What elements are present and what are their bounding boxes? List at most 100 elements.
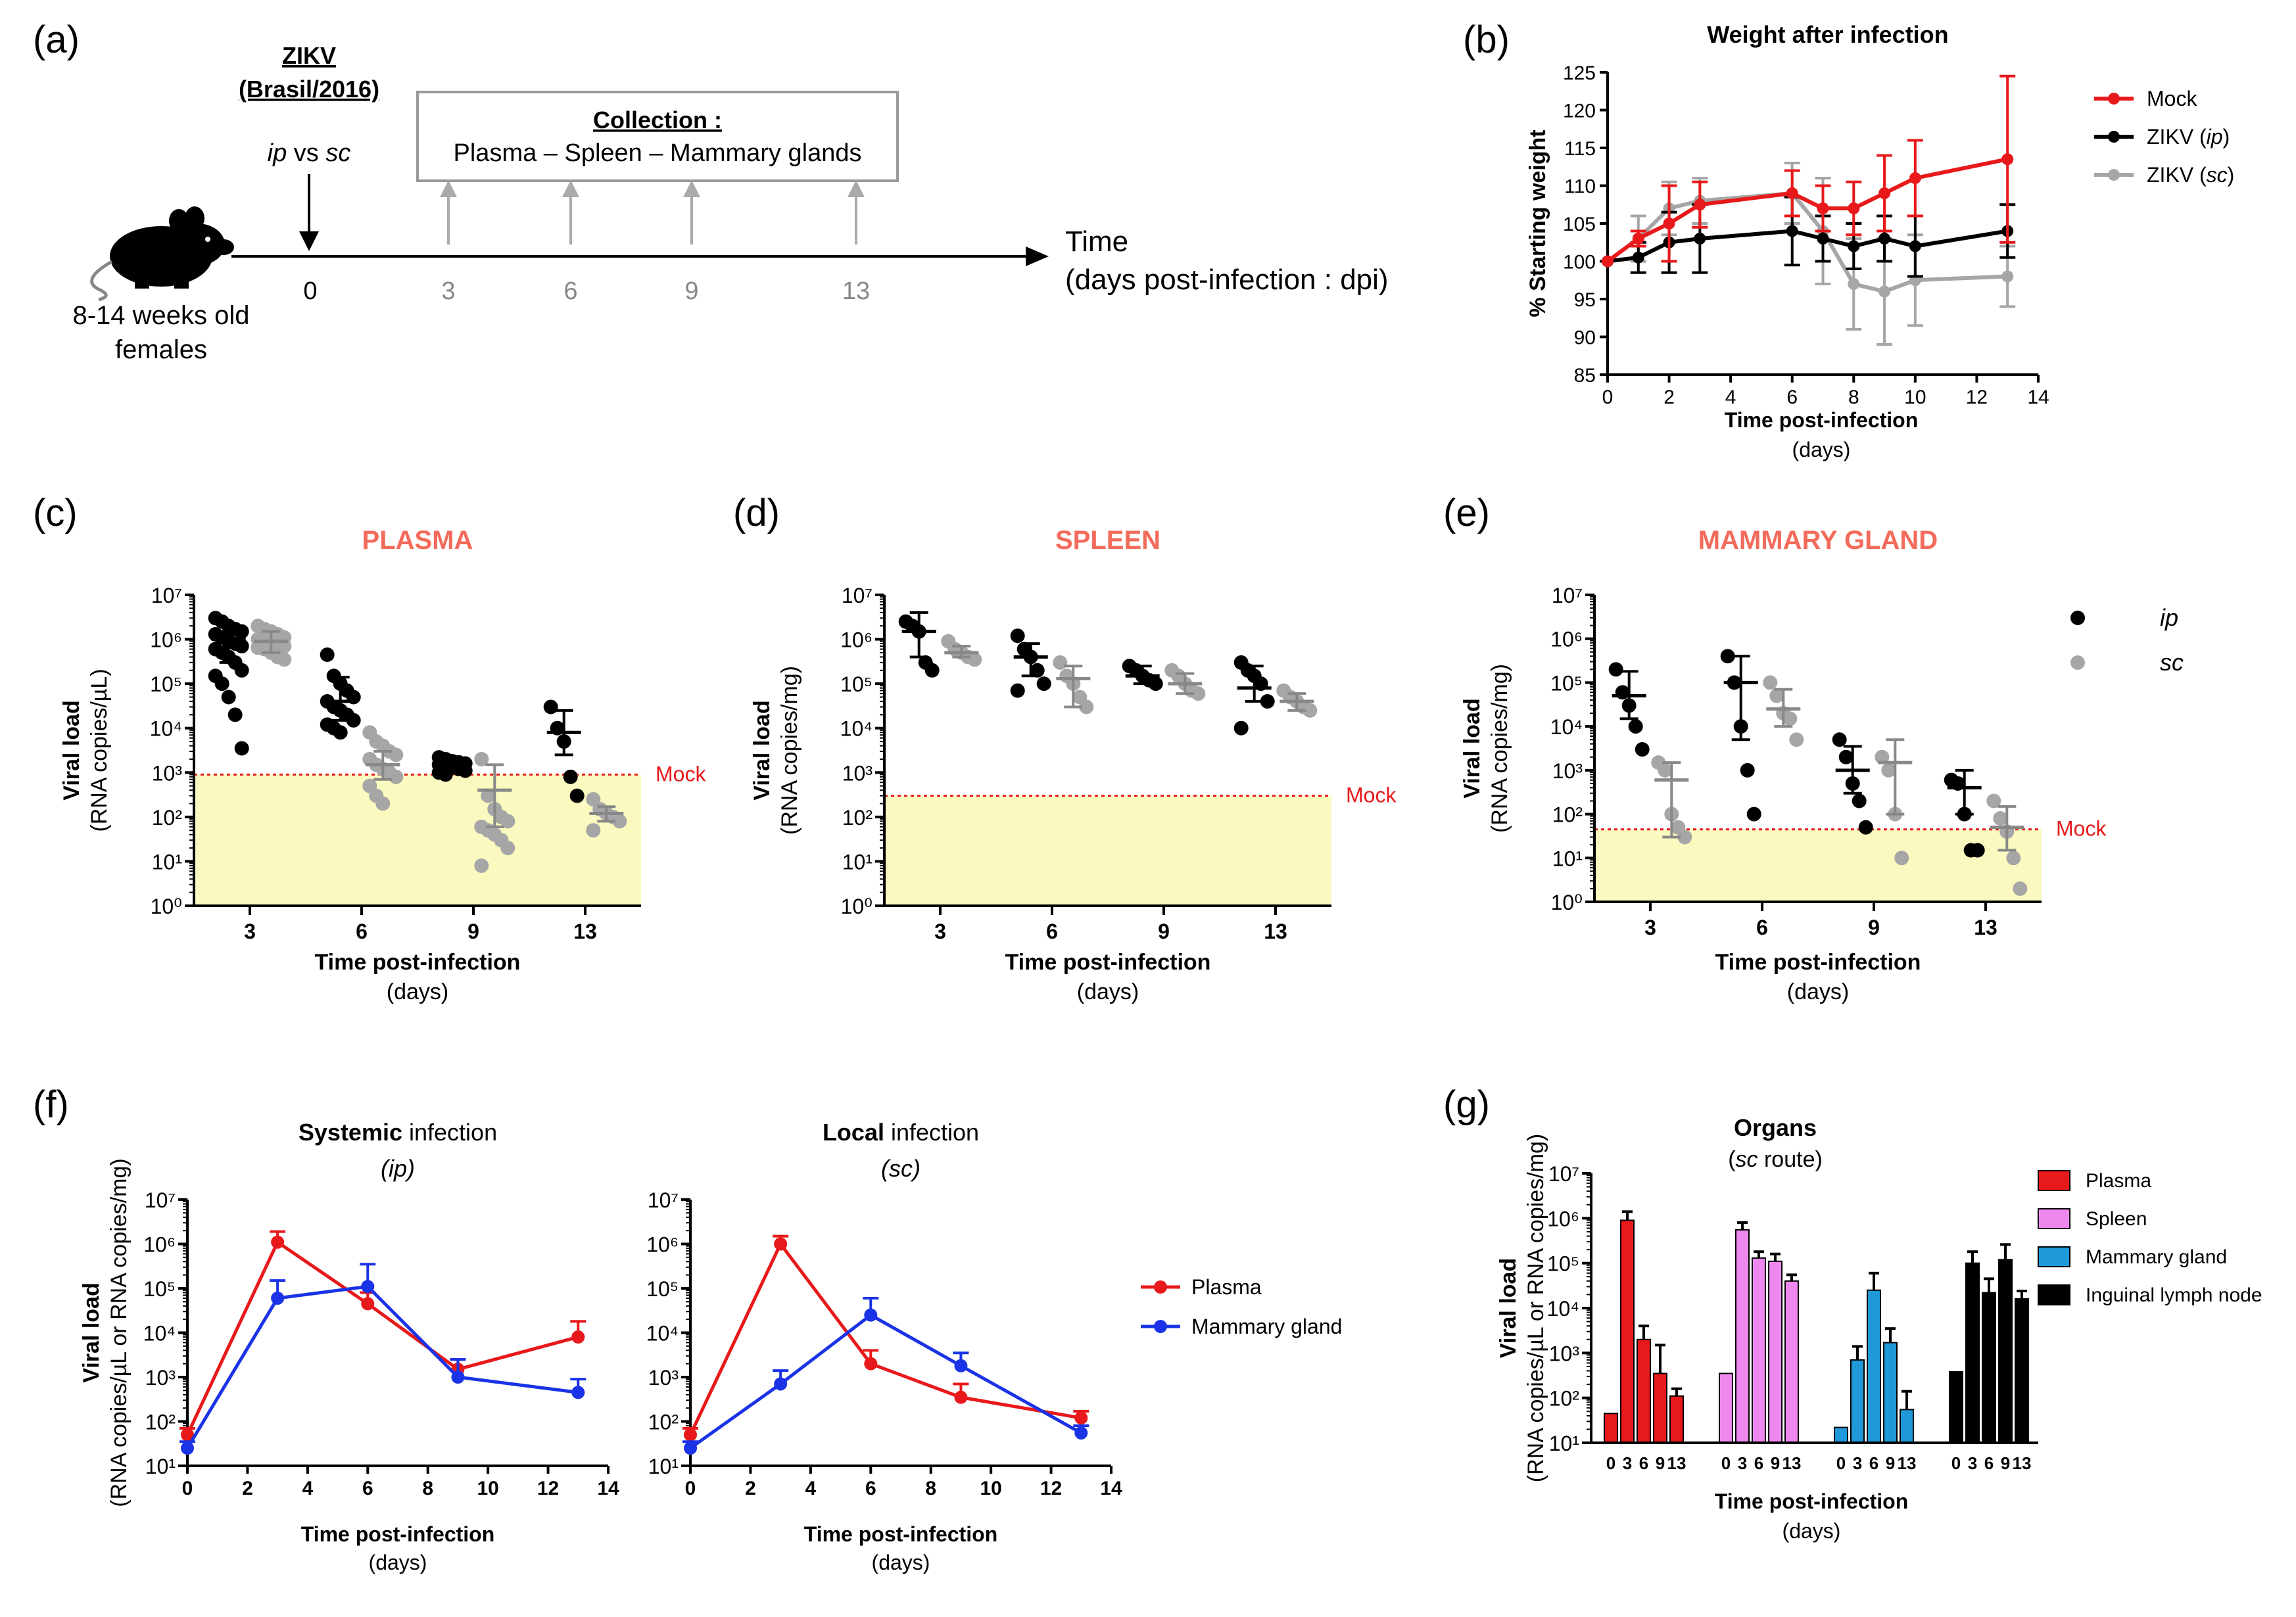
- x-axis-label: Time post-infection: [315, 950, 521, 975]
- y-tick-label-7: 10⁷: [1552, 584, 1583, 607]
- dot-group-9-sc: [1191, 686, 1206, 701]
- data-point-mock: [1909, 172, 1921, 184]
- y-tick-label-6: 10⁶: [143, 1233, 176, 1257]
- x-axis-label: Time post-infection: [804, 1522, 998, 1546]
- dot-group-6-sc: [1769, 688, 1784, 703]
- dot-group-3-ip: [214, 676, 229, 691]
- legend-swatch-3: [2038, 1284, 2070, 1305]
- data-point-zikv-ip-: [1786, 225, 1798, 237]
- legend-label-0: Mock: [2147, 87, 2197, 110]
- legend-label-2: ZIKV (sc): [2147, 163, 2234, 187]
- y-tick-label-4: 10⁴: [840, 717, 873, 741]
- x-axis-label: Time post-infection: [1715, 1489, 1909, 1513]
- x-axis-sublabel: (days): [1792, 438, 1851, 461]
- collection-title: Collection :: [593, 106, 722, 133]
- dot-group-3-sc: [967, 652, 982, 667]
- data-point-plasma: [684, 1428, 697, 1441]
- panel-label-b: (b): [1463, 18, 1510, 61]
- dot-group-6-ip: [1740, 762, 1755, 778]
- virus-label: ZIKV: [282, 42, 336, 69]
- y-axis-label: Viral load (RNA copies/mg): [750, 666, 802, 835]
- x-tick-label-plasma-6: 6: [1639, 1453, 1648, 1473]
- dot-group-3-sc: [277, 652, 292, 667]
- data-point-mock: [1602, 255, 1614, 268]
- timepoint-6: 6: [563, 277, 577, 305]
- data-point-mammary-gland: [864, 1308, 878, 1322]
- x-tick-label-mammary-gland-3: 3: [1853, 1453, 1862, 1473]
- timepoint-13: 13: [842, 277, 870, 305]
- dot-group-13-ip: [563, 769, 578, 784]
- x-tick-label-plasma-3: 3: [1623, 1453, 1632, 1473]
- dot-group-3-sc: [1658, 762, 1673, 778]
- dot-group-6-ip: [320, 647, 335, 663]
- bar-plasma-0: [1604, 1413, 1618, 1443]
- data-point-plasma: [181, 1428, 194, 1441]
- dot-group-6-sc: [1789, 732, 1804, 747]
- legend-label-ip: ip: [2160, 604, 2178, 631]
- infection-arrowhead: [299, 231, 319, 251]
- dot-group-9-ip: [1832, 732, 1847, 747]
- y-tick-label-1: 10¹: [1549, 1432, 1579, 1455]
- chart-title: Organs: [1734, 1114, 1817, 1141]
- chart-title: PLASMA: [362, 526, 473, 555]
- chart-subtitle: (sc route): [1728, 1147, 1823, 1172]
- dot-group-6-sc: [1079, 699, 1094, 715]
- y-tick-label-115: 115: [1564, 138, 1596, 160]
- bar-inguinal-lymph-node-13: [2015, 1298, 2029, 1443]
- x-axis-sublabel: (days): [1787, 979, 1849, 1004]
- dot-group-6-ip: [1036, 676, 1051, 691]
- bar-spleen-6: [1752, 1257, 1766, 1443]
- y-axis-label-line-1: (RNA copies/µL): [87, 668, 112, 832]
- y-tick-label-1: 10¹: [648, 1455, 679, 1478]
- dot-group-13-ip: [543, 699, 558, 715]
- dot-group-3-ip: [234, 624, 249, 639]
- dot-group-6-ip: [1010, 628, 1025, 644]
- x-tick-label-13: 13: [1264, 920, 1287, 943]
- data-point-mammary-gland: [181, 1441, 194, 1455]
- x-tick-label-plasma-9: 9: [1656, 1453, 1665, 1473]
- y-tick-label-3: 10³: [152, 761, 183, 785]
- dot-group-13-sc: [1993, 811, 2008, 826]
- data-point-mock: [2001, 153, 2014, 166]
- dot-group-3-ip: [1608, 662, 1623, 677]
- x-tick-label-9: 9: [1158, 920, 1170, 943]
- dot-group-9-sc: [500, 814, 515, 829]
- chart-title-bold: Systemic: [299, 1119, 402, 1146]
- series-line-zikv-ip-: [1607, 229, 2008, 264]
- legend-label-1: ZIKV (ip): [2147, 125, 2230, 149]
- y-tick-label-4: 10⁴: [1550, 715, 1583, 739]
- x-tick-label-4: 4: [302, 1478, 314, 1499]
- dot-group-6-ip: [346, 713, 361, 728]
- timeline-arrowhead: [1026, 246, 1049, 266]
- dot-group-6-sc: [1782, 711, 1798, 726]
- dot-group-3-ip: [234, 741, 249, 756]
- y-tick-label-100: 100: [1563, 252, 1596, 273]
- y-tick-label-120: 120: [1563, 101, 1596, 122]
- collection-arrowhead-9: [683, 180, 700, 197]
- y-tick-label-2: 10²: [145, 1411, 176, 1434]
- legend-label-1: Mammary gland: [1191, 1315, 1342, 1338]
- bar-mammary-gland-9: [1883, 1342, 1898, 1443]
- timepoint-3: 3: [441, 277, 455, 305]
- dot-group-9-ip: [1852, 793, 1867, 808]
- chart-title-bold: Local: [823, 1119, 884, 1146]
- x-tick-label-inguinal-lymph-node-3: 3: [1968, 1453, 1977, 1473]
- y-tick-label-125: 125: [1563, 62, 1596, 84]
- x-tick-label-6: 6: [362, 1478, 373, 1499]
- y-tick-label-1: 10¹: [1552, 847, 1583, 870]
- y-axis-label-line-0: Viral load: [750, 700, 775, 800]
- dot-group-13-ip: [569, 788, 585, 803]
- x-tick-label-mammary-gland-13: 13: [1898, 1453, 1917, 1473]
- timepoint-0: 0: [303, 277, 317, 305]
- x-tick-label-inguinal-lymph-node-13: 13: [2013, 1453, 2032, 1473]
- chart-title-rest: infection: [884, 1119, 979, 1146]
- y-axis-label: Viral load (RNA copies/µL or RNA copies/m…: [79, 1158, 132, 1507]
- bar-spleen-13: [1784, 1280, 1799, 1444]
- dot-group-9-ip: [1838, 749, 1854, 764]
- panel-a-design: 8-14 weeks old females ZIKV (Brasil/2016…: [72, 42, 1388, 364]
- dot-group-13-sc: [1986, 793, 2001, 808]
- y-tick-label-2: 10²: [842, 806, 873, 830]
- x-tick-label-mammary-gland-9: 9: [1886, 1453, 1895, 1473]
- dot-group-6-ip: [333, 725, 348, 740]
